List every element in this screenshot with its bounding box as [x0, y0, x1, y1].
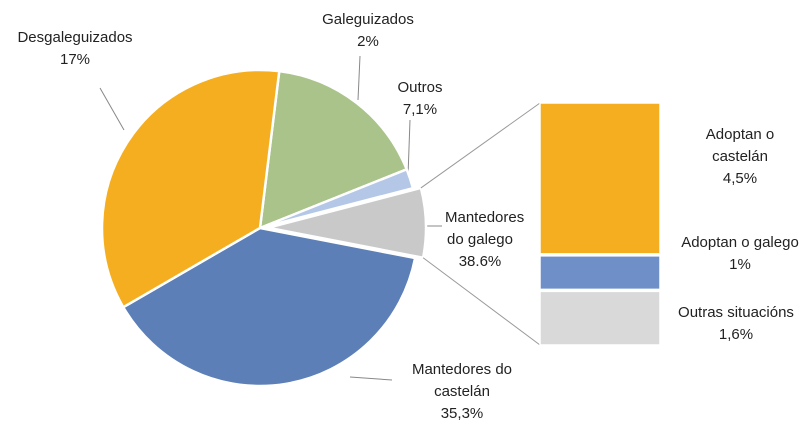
pie-slice: [100, 68, 281, 309]
slice-label: Outros: [397, 79, 443, 96]
bar-segment: [539, 255, 661, 291]
slice-value: 7,1%: [402, 101, 438, 118]
connector-line: [420, 102, 541, 189]
connector-line: [422, 257, 541, 346]
slice-value: 38.6%: [458, 253, 502, 270]
leader-lines: [99, 55, 442, 381]
bar-label: Adoptan o galego: [681, 234, 799, 251]
slice-value: 35,3%: [440, 405, 484, 422]
bar-value: 1,6%: [718, 326, 754, 343]
bar-segment: [539, 290, 661, 346]
pie-slice: [259, 167, 415, 230]
slice-label: Desgaleguizados: [17, 29, 133, 46]
slice-label: Mantedores do castelán: [411, 361, 513, 400]
slice-label: Mantedores do galego: [445, 209, 525, 248]
bar-value: 1%: [729, 256, 751, 273]
bar-segment: [539, 102, 661, 255]
bar-label: Outras situacións: [678, 304, 794, 321]
slice-value: 17%: [59, 51, 91, 68]
pie-slice: [267, 186, 428, 260]
slice-value: 2%: [357, 33, 379, 50]
pie-slice: [258, 69, 409, 230]
slice-label: Galeguizados: [322, 11, 414, 28]
bar-label: Adoptan o castelán: [705, 126, 775, 165]
bar-value: 4,5%: [722, 170, 758, 187]
pie-slice: [121, 226, 417, 388]
